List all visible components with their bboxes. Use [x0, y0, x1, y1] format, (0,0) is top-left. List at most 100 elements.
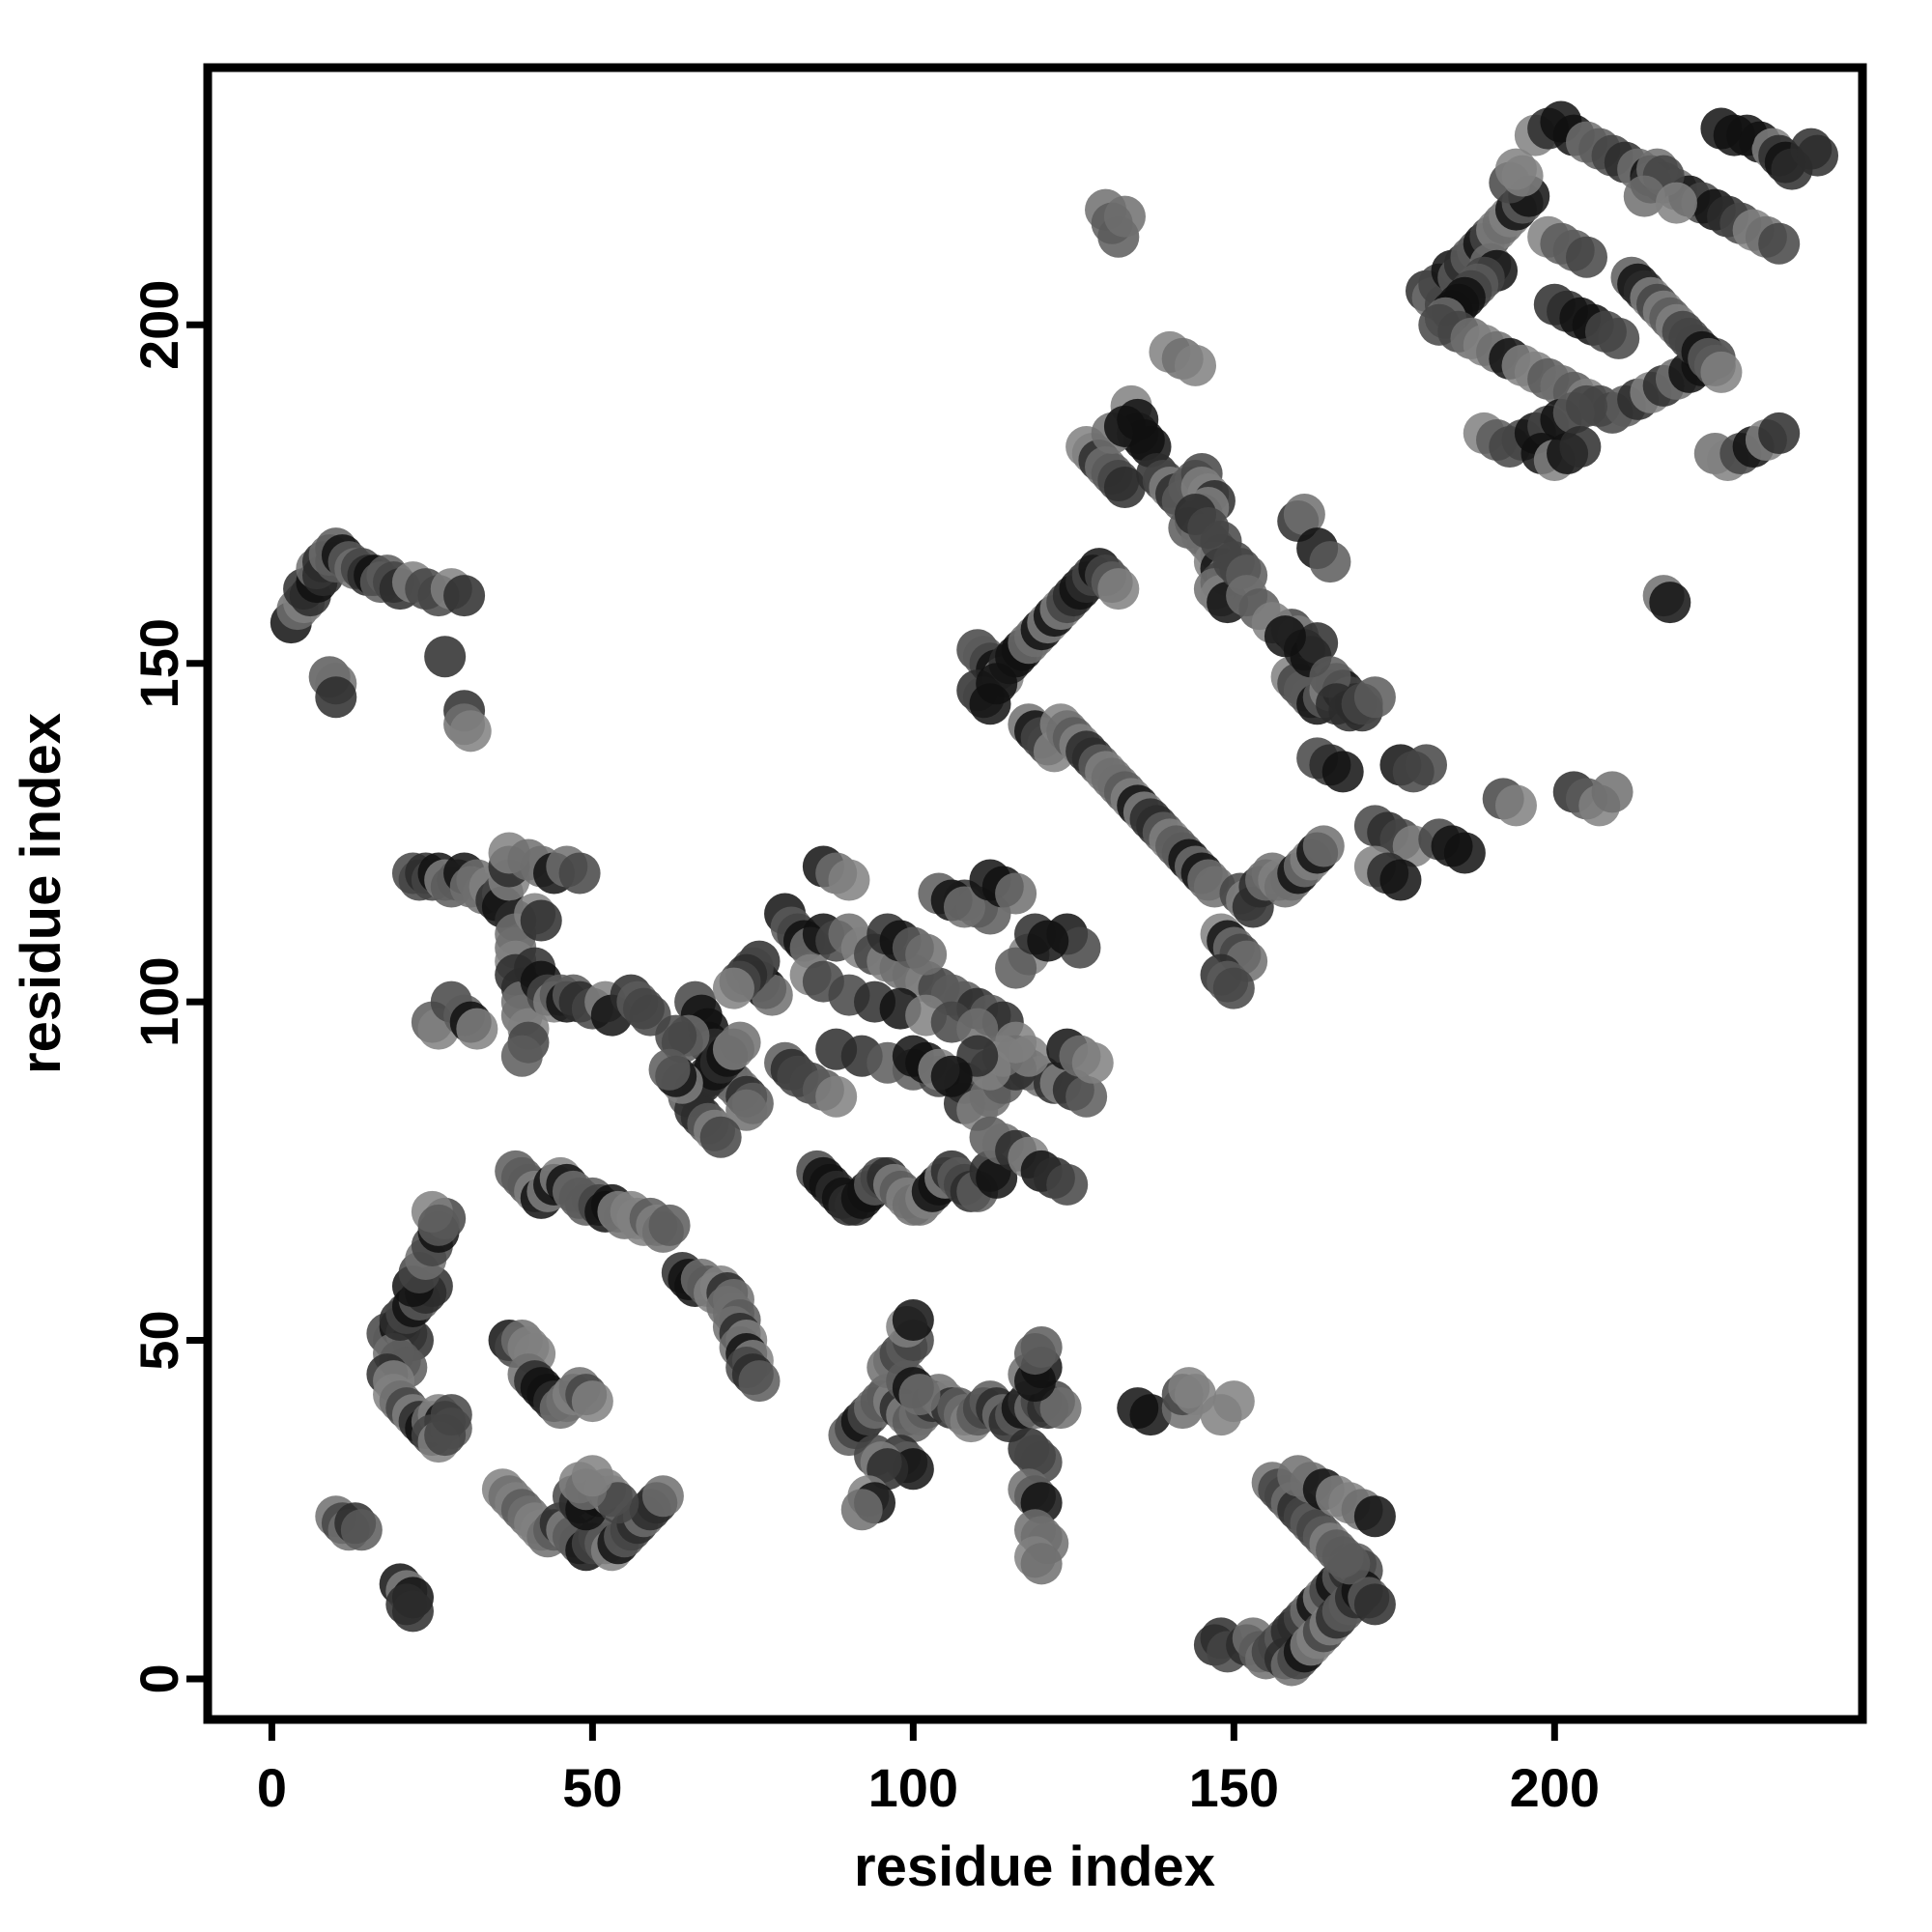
data-point — [1039, 1387, 1082, 1430]
data-point — [520, 899, 562, 942]
data-point — [738, 1360, 781, 1403]
data-point — [1264, 615, 1306, 658]
data-point — [456, 1008, 498, 1050]
data-point — [905, 933, 948, 976]
data-point — [995, 1021, 1037, 1064]
data-point — [1758, 222, 1801, 265]
data-point — [995, 947, 1037, 989]
data-point — [571, 1380, 613, 1423]
data-point — [995, 872, 1037, 915]
data-point — [1296, 622, 1339, 665]
data-point — [1623, 175, 1665, 217]
data-point — [648, 1048, 691, 1091]
data-point — [1309, 541, 1351, 583]
plot-frame — [203, 63, 1867, 1724]
data-point — [1379, 859, 1422, 901]
data-point — [1027, 920, 1069, 962]
data-point — [1353, 1583, 1396, 1626]
data-point — [1598, 317, 1640, 359]
data-point — [648, 1204, 691, 1246]
data-point — [1443, 832, 1486, 874]
data-point — [1200, 521, 1242, 563]
x-tick-label-0: 0 — [257, 1757, 287, 1818]
data-point — [840, 1489, 883, 1531]
data-point — [1797, 134, 1839, 177]
data-point — [1174, 1374, 1217, 1416]
data-point — [1065, 1075, 1108, 1118]
data-point — [699, 1116, 742, 1158]
data-point — [424, 636, 467, 678]
data-point — [719, 1021, 761, 1064]
data-point — [340, 1509, 383, 1551]
data-point — [1283, 494, 1325, 536]
data-point — [1565, 236, 1608, 278]
data-point — [1494, 784, 1537, 827]
data-point — [943, 886, 985, 928]
data-point — [1353, 1495, 1396, 1538]
data-point — [597, 1482, 639, 1524]
y-tick-label-50: 50 — [128, 1310, 189, 1370]
data-point — [1212, 967, 1255, 1009]
data-point — [315, 676, 357, 719]
data-point — [815, 1075, 858, 1118]
data-point — [712, 967, 754, 1009]
data-point — [1103, 195, 1146, 238]
data-point — [828, 859, 870, 901]
x-tick-label-100: 100 — [868, 1757, 958, 1818]
x-axis-tick-labels: 0 50 100 150 200 — [257, 1757, 1600, 1818]
data-point — [1565, 384, 1608, 427]
x-axis-title: residue index — [854, 1835, 1215, 1898]
data-point — [1655, 182, 1697, 224]
data-point — [1174, 344, 1217, 386]
data-point — [1020, 1326, 1063, 1369]
data-point — [1700, 351, 1743, 393]
data-points-layer — [270, 100, 1839, 1687]
data-point — [1353, 676, 1396, 719]
data-point — [1649, 582, 1691, 624]
data-point — [930, 1055, 973, 1097]
data-point — [976, 663, 1018, 705]
data-point — [430, 1394, 472, 1436]
data-point — [558, 852, 601, 895]
data-point — [1501, 155, 1544, 197]
data-point — [1212, 1380, 1255, 1423]
data-point — [629, 994, 671, 1037]
data-point — [1103, 466, 1146, 509]
data-point — [1097, 568, 1140, 611]
data-point — [641, 1475, 684, 1518]
y-axis-tick-labels: 0 50 100 150 200 — [128, 280, 189, 1694]
y-axis-ticks — [186, 321, 208, 1683]
x-tick-label-200: 200 — [1510, 1757, 1600, 1818]
data-point — [417, 1204, 460, 1246]
data-point — [1758, 412, 1801, 454]
x-axis-ticks — [268, 1719, 1558, 1741]
y-tick-label-0: 0 — [128, 1663, 189, 1693]
y-axis-title: residue index — [10, 713, 72, 1074]
data-point — [892, 1299, 934, 1342]
y-tick-label-100: 100 — [128, 956, 189, 1046]
data-point — [1591, 771, 1634, 813]
data-point — [1302, 825, 1345, 867]
data-point — [1559, 425, 1602, 468]
data-point — [1059, 926, 1101, 969]
data-point — [1071, 1041, 1114, 1084]
data-point — [1046, 1163, 1089, 1206]
data-point — [898, 1374, 941, 1416]
data-point — [1020, 1543, 1063, 1585]
data-point — [1117, 398, 1159, 440]
data-point — [1713, 114, 1755, 156]
data-point — [1405, 744, 1448, 786]
data-point — [725, 1089, 768, 1131]
data-point — [571, 1455, 613, 1497]
data-point — [1321, 751, 1364, 793]
data-point — [391, 1590, 434, 1633]
x-tick-label-50: 50 — [562, 1757, 622, 1818]
data-point — [443, 575, 486, 617]
x-tick-label-150: 150 — [1189, 1757, 1279, 1818]
data-point — [449, 710, 492, 753]
y-tick-label-200: 200 — [128, 280, 189, 370]
data-point — [1328, 1543, 1371, 1585]
y-tick-label-150: 150 — [128, 618, 189, 708]
